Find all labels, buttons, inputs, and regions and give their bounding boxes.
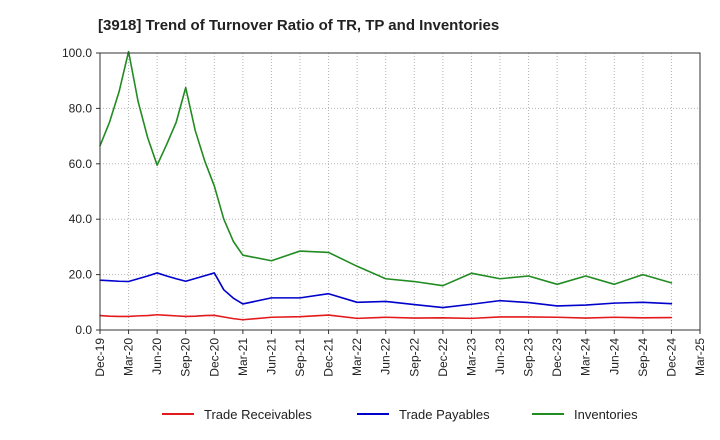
- legend: Trade Receivables Trade Payables Inventori…: [162, 407, 638, 422]
- x-tick-label: Dec-22: [436, 338, 450, 377]
- x-tick-label: Mar-23: [464, 338, 478, 376]
- legend-label: Inventories: [574, 407, 638, 422]
- x-tick-label: Mar-20: [122, 338, 136, 376]
- plot-frame: [99, 52, 701, 331]
- x-tick-label: Sep-21: [293, 338, 307, 377]
- x-tick-label: Jun-23: [493, 338, 507, 375]
- x-tick-label: Sep-22: [407, 338, 421, 377]
- x-tick-label: Dec-21: [322, 338, 336, 377]
- grid-layer: [99, 52, 701, 331]
- y-tick-label: 0.0: [75, 323, 92, 337]
- y-axis-ticks: 0.0 20.0 40.0 60.0 80.0 100.0: [62, 46, 100, 337]
- x-tick-label: Jun-22: [379, 338, 393, 375]
- x-tick-label: Jun-24: [607, 338, 621, 375]
- legend-label: Trade Payables: [399, 407, 490, 422]
- x-tick-label: Dec-19: [93, 338, 107, 377]
- series-line-trade-payables: [99, 272, 673, 309]
- x-tick-label: Dec-23: [550, 338, 564, 377]
- x-tick-label: Mar-24: [579, 338, 593, 376]
- x-tick-label: Sep-23: [522, 338, 536, 377]
- x-tick-label: Mar-22: [350, 338, 364, 376]
- y-tick-label: 100.0: [62, 46, 92, 60]
- x-tick-label: Jun-20: [150, 338, 164, 375]
- x-tick-label: Dec-24: [664, 338, 678, 377]
- x-tick-label: Dec-20: [207, 338, 221, 377]
- legend-label: Trade Receivables: [204, 407, 312, 422]
- y-tick-label: 20.0: [69, 268, 93, 282]
- series-line-trade-receivables: [99, 313, 673, 321]
- x-tick-label: Jun-21: [264, 338, 278, 375]
- x-axis-ticks: Dec-19 Mar-20 Jun-20 Sep-20 Dec-20 Mar-21 Jun-…: [93, 330, 707, 377]
- chart-title: [3918] Trend of Turnover Ratio of TR, TP…: [98, 17, 499, 34]
- series-line-inventories: [99, 50, 673, 287]
- y-tick-label: 40.0: [69, 212, 93, 226]
- x-tick-label: Mar-21: [236, 338, 250, 376]
- y-tick-label: 60.0: [69, 157, 93, 171]
- series-layer: [99, 50, 673, 321]
- y-tick-label: 80.0: [69, 101, 93, 115]
- x-tick-label: Mar-25: [693, 338, 707, 376]
- x-tick-label: Sep-20: [179, 338, 193, 377]
- x-tick-label: Sep-24: [636, 338, 650, 377]
